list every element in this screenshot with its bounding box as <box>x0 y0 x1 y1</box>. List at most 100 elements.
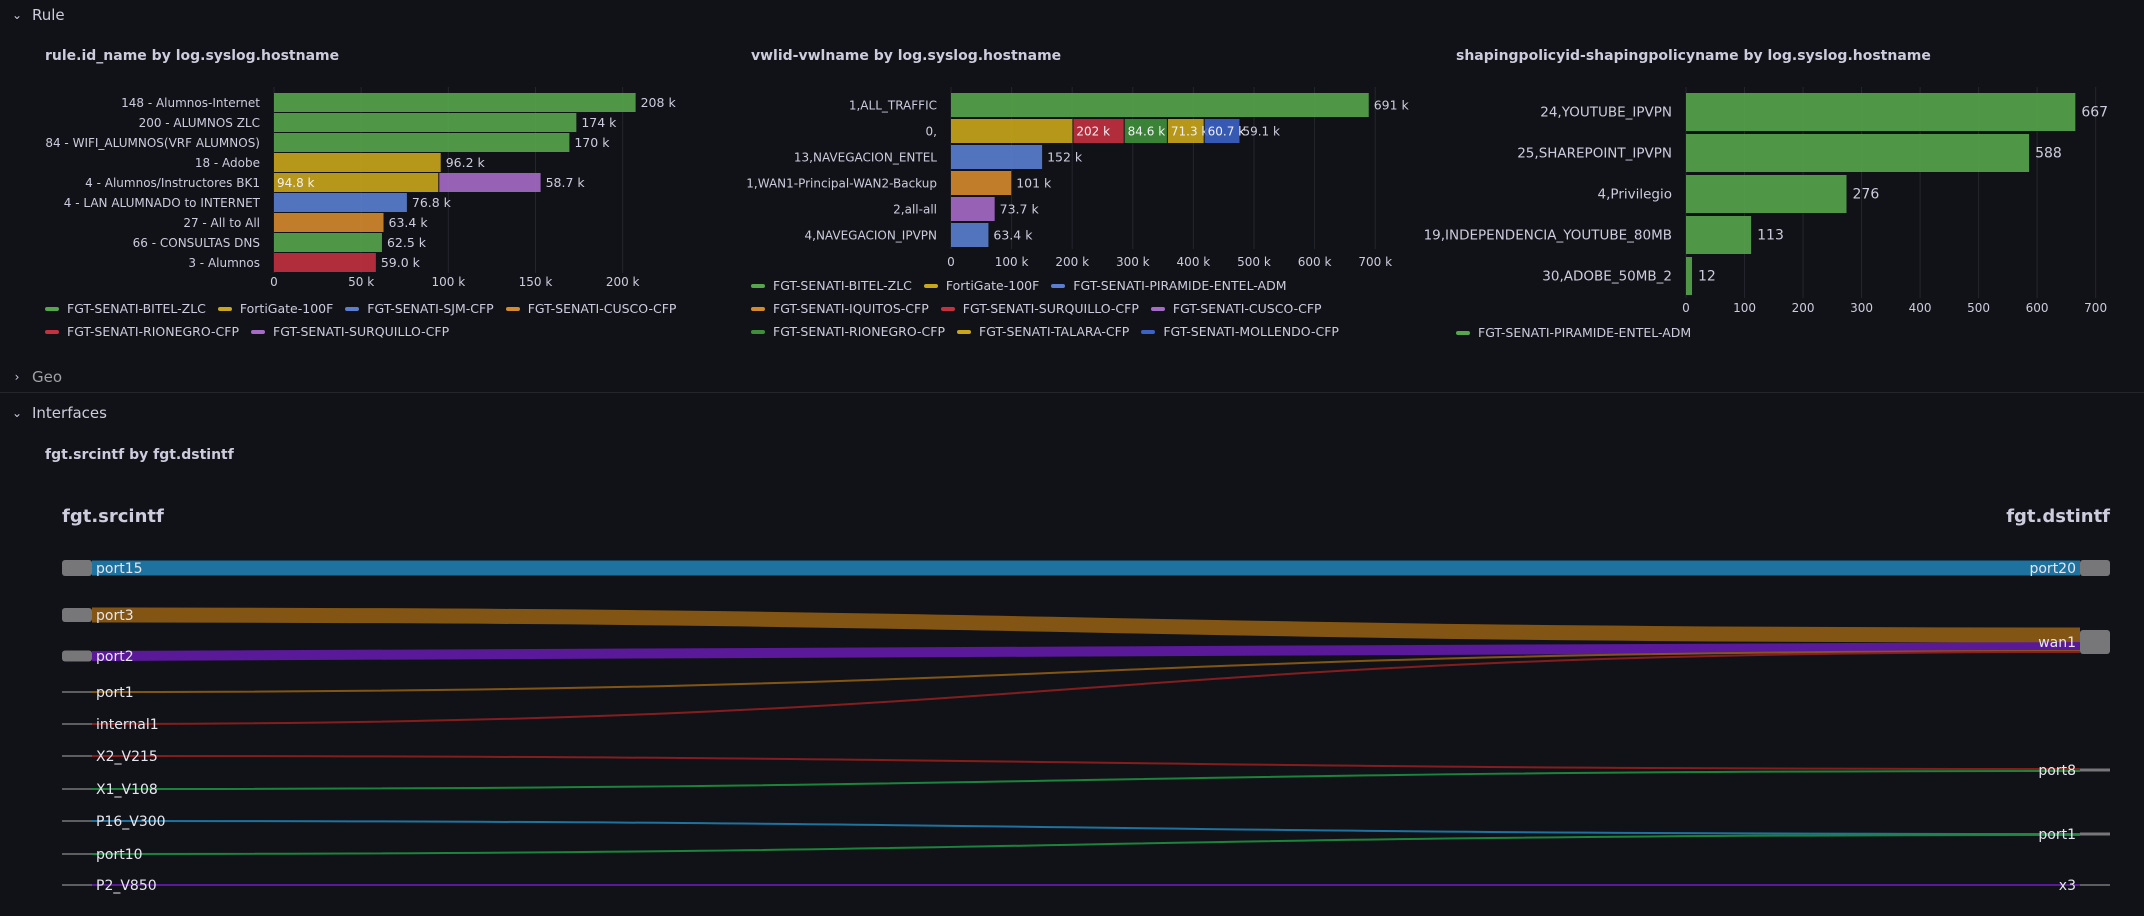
sankey-chart: fgt.srcintf fgt.dstintf port15 port3 port2 po… <box>62 506 2110 894</box>
sankey-source-label: port2 <box>96 649 134 665</box>
legend-item[interactable]: FGT-SENATI-IQUITOS-CFP <box>751 301 929 316</box>
sankey-target-label: x3 <box>2059 878 2076 894</box>
data-label: 691 k <box>1374 98 1410 113</box>
category-label: 148 - Alumnos-Internet <box>121 96 260 110</box>
legend-item[interactable]: FGT-SENATI-SURQUILLO-CFP <box>251 324 449 339</box>
bar <box>1686 134 2030 172</box>
legend-vwlid: FGT-SENATI-BITEL-ZLC FortiGate-100F FGT-SE… <box>751 274 1351 343</box>
legend-swatch <box>251 329 266 334</box>
legend-item[interactable]: FGT-SENATI-RIONEGRO-CFP <box>45 324 239 339</box>
legend-label: FGT-SENATI-RIONEGRO-CFP <box>67 324 240 339</box>
legend-swatch <box>45 306 59 311</box>
legend-label: FGT-SENATI-PIRAMIDE-ENTEL-ADM <box>1073 278 1287 293</box>
row-header-interfaces[interactable]: ⌄ Interfaces <box>0 399 2144 427</box>
bar <box>439 173 541 192</box>
chevron-down-icon: ⌄ <box>11 8 23 22</box>
sankey-link <box>91 642 2081 661</box>
category-label: 30,ADOBE_50MB_2 <box>1542 269 1672 285</box>
legend-swatch <box>751 329 765 334</box>
row-header-geo[interactable]: › Geo <box>0 363 2144 391</box>
data-label: 63.4 k <box>993 228 1033 243</box>
category-label: 18 - Adobe <box>195 156 260 170</box>
legend-swatch <box>1051 283 1066 288</box>
legend-item[interactable]: FGT-SENATI-BITEL-ZLC <box>751 278 912 293</box>
x-tick-label: 500 k <box>1237 255 1271 269</box>
panel-title-sankey: fgt.srcintf by fgt.dstintf <box>45 447 234 463</box>
row-header-rule[interactable]: ⌄ Rule <box>0 1 2144 29</box>
legend-label: FortiGate-100F <box>239 301 334 316</box>
legend-swatch <box>1141 329 1156 334</box>
data-label: 113 <box>1757 228 1784 244</box>
legend-shaping: FGT-SENATI-PIRAMIDE-ENTEL-ADM <box>1456 321 1703 344</box>
legend-label: FortiGate-100F <box>945 278 1040 293</box>
panel-title-vwlid: vwlid-vwlname by log.syslog.hostname <box>751 48 1062 64</box>
category-label: 66 - CONSULTAS DNS <box>133 236 260 250</box>
bar <box>274 233 382 252</box>
legend-swatch <box>751 283 765 288</box>
panel-title-shaping: shapingpolicyid-shapingpolicyname by log… <box>1456 48 1931 64</box>
row-title-geo: Geo <box>32 368 63 386</box>
legend-item[interactable]: FGT-SENATI-PIRAMIDE-ENTEL-ADM <box>1051 278 1287 293</box>
legend-item[interactable]: FGT-SENATI-TALARA-CFP <box>957 324 1129 339</box>
sankey-target-node <box>2080 630 2110 654</box>
bar <box>274 153 441 172</box>
chart-shaping: 0 100 200 300 400 500 600 700 24,YOUTUBE_IPVPN 66… <box>1425 87 2108 315</box>
bar <box>1204 119 1240 143</box>
bar <box>1073 119 1124 143</box>
x-tick-label: 100 k <box>995 255 1029 269</box>
data-label: 59.1 k <box>1242 125 1280 139</box>
bar <box>951 145 1043 169</box>
sankey-source-label: internal1 <box>96 717 159 733</box>
row-title-interfaces: Interfaces <box>32 404 107 422</box>
sankey-source-node <box>62 560 92 576</box>
x-tick-label: 400 k <box>1177 255 1211 269</box>
legend-item[interactable]: FortiGate-100F <box>217 301 334 316</box>
legend-label: FGT-SENATI-SURQUILLO-CFP <box>273 324 450 339</box>
bar <box>274 93 636 112</box>
category-label: 13,NAVEGACION_ENTEL <box>794 151 937 165</box>
sankey-target-header: fgt.dstintf <box>2006 506 2110 527</box>
data-label: 208 k <box>641 95 677 110</box>
sankey-source-node <box>62 608 92 622</box>
legend-item[interactable]: FGT-SENATI-RIONEGRO-CFP <box>751 324 945 339</box>
chevron-down-icon: ⌄ <box>11 406 23 420</box>
x-tick-label: 700 k <box>1358 255 1392 269</box>
sankey-source-label: port3 <box>96 608 134 624</box>
x-tick-label: 200 k <box>606 275 640 289</box>
x-tick-label: 300 k <box>1116 255 1150 269</box>
legend-label: FGT-SENATI-BITEL-ZLC <box>773 278 912 293</box>
legend-rule-id: FGT-SENATI-BITEL-ZLC FortiGate-100F FGT-SE… <box>45 297 688 343</box>
legend-item[interactable]: FGT-SENATI-MOLLENDO-CFP <box>1141 324 1339 339</box>
data-label: 202 k <box>1076 125 1110 139</box>
bar <box>274 213 384 232</box>
legend-item[interactable]: FGT-SENATI-PIRAMIDE-ENTEL-ADM <box>1456 325 1691 340</box>
legend-label: FGT-SENATI-RIONEGRO-CFP <box>773 324 946 339</box>
legend-item[interactable]: FGT-SENATI-BITEL-ZLC <box>45 301 206 316</box>
bar <box>1686 175 1847 213</box>
category-label: 0, <box>926 125 937 139</box>
legend-item[interactable]: FortiGate-100F <box>923 278 1040 293</box>
category-label: 1,WAN1-Principal-WAN2-Backup <box>746 177 937 191</box>
bar <box>274 253 376 272</box>
x-tick-label: 700 <box>2084 301 2107 315</box>
x-tick-label: 600 <box>2026 301 2049 315</box>
legend-item[interactable]: FGT-SENATI-SURQUILLO-CFP <box>940 301 1139 316</box>
data-label: 152 k <box>1047 150 1083 165</box>
data-label: 667 <box>2081 105 2108 121</box>
legend-item[interactable]: FGT-SENATI-CUSCO-CFP <box>1150 301 1322 316</box>
legend-row: FGT-SENATI-IQUITOS-CFP FGT-SENATI-SURQUIL… <box>751 297 1351 320</box>
legend-label: FGT-SENATI-MOLLENDO-CFP <box>1163 324 1339 339</box>
data-label: 276 <box>1853 187 1880 203</box>
data-label: 174 k <box>581 115 617 130</box>
sankey-source-node <box>62 650 92 662</box>
bar <box>1124 119 1167 143</box>
category-label: 4,NAVEGACION_IPVPN <box>805 229 938 243</box>
sankey-link <box>91 607 2081 643</box>
category-label: 4 - LAN ALUMNADO to INTERNET <box>64 196 261 210</box>
bar <box>951 197 995 221</box>
legend-swatch <box>345 306 360 311</box>
legend-item[interactable]: FGT-SENATI-SJM-CFP <box>345 301 494 316</box>
chevron-right-icon: › <box>14 370 20 384</box>
legend-item[interactable]: FGT-SENATI-CUSCO-CFP <box>505 301 676 316</box>
category-label: 4 - Alumnos/Instructores BK1 <box>85 176 260 190</box>
